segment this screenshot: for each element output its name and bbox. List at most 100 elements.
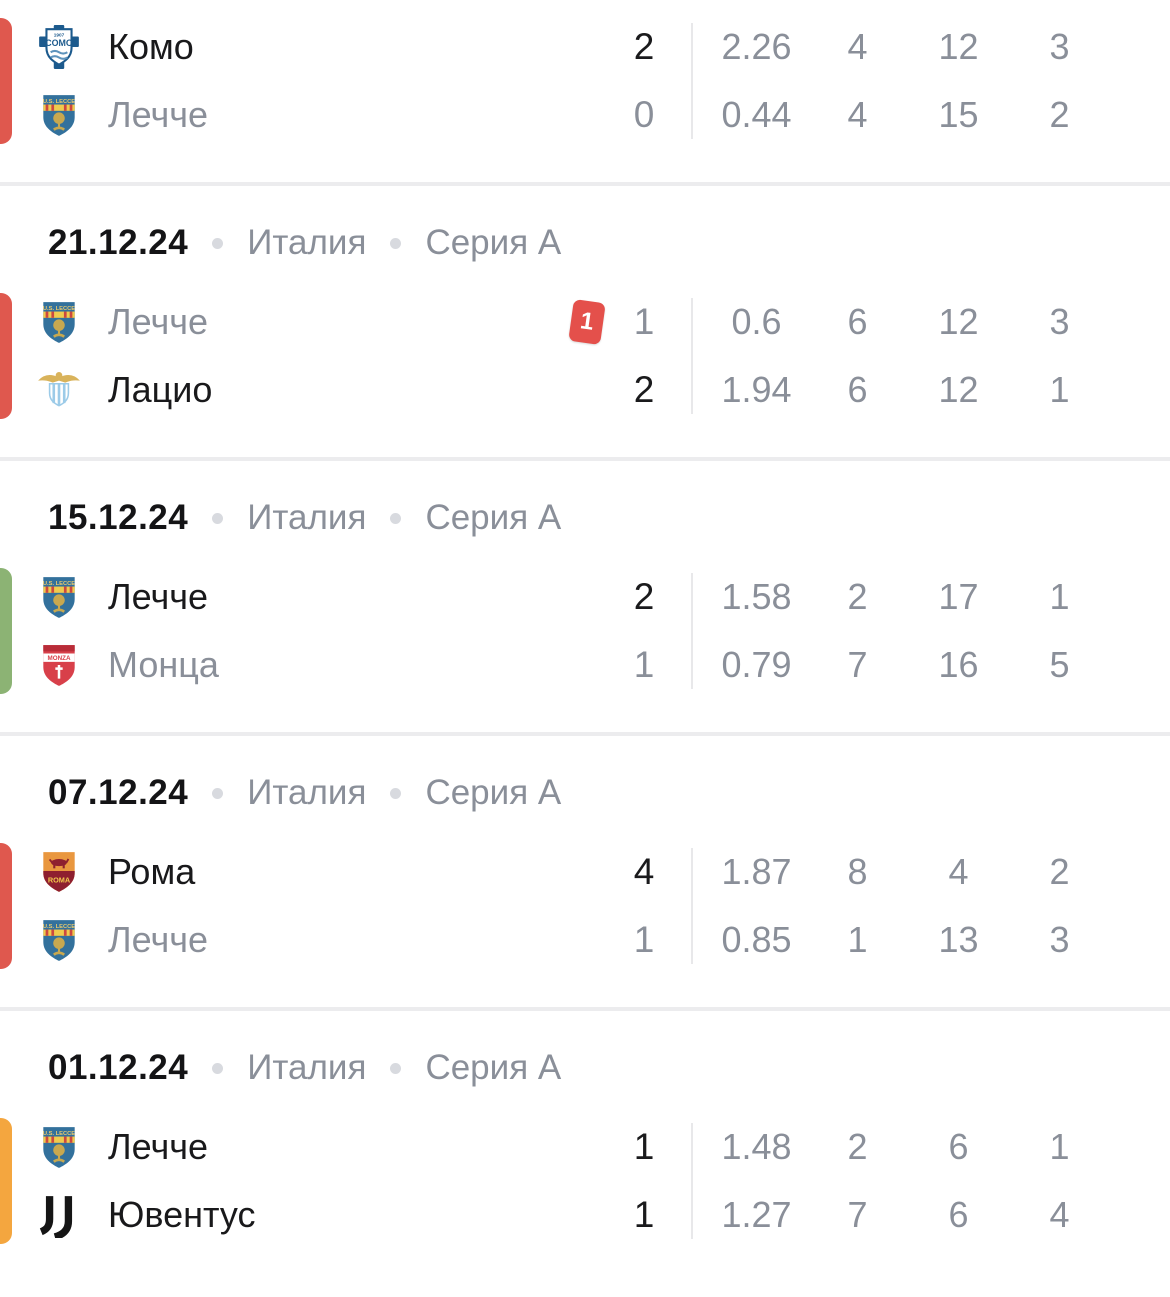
lecce-logo [36,1124,82,1170]
match-league: Серия А [425,773,562,812]
stat-value: 4 [847,94,868,135]
team-row: Лечче 1 0.85 1 13 3 [0,906,1170,974]
section-divider [0,1007,1170,1011]
dot-icon [212,1062,224,1074]
dot-icon [390,512,402,524]
team-name: Лечче [108,919,208,960]
juventus-logo [36,1192,82,1238]
match-date: 01.12.24 [48,1048,189,1087]
team-name: Рома [108,851,196,892]
lecce-logo [36,92,82,138]
team-row: Рома 4 1.87 8 4 2 [0,838,1170,906]
stat-value: 3 [1049,26,1070,67]
stat-value: 12 [938,301,979,342]
match-card[interactable]: Лечче 1 1.48 2 6 1 Ювентус 1 1.27 7 6 [0,1113,1170,1249]
match-country: Италия [247,223,367,262]
red-card-badge: 1 [568,298,606,346]
match-country: Италия [247,773,367,812]
team-score: 2 [633,26,655,67]
section-divider [0,457,1170,461]
match-card[interactable]: Комо 2 2.26 4 12 3 Лечче 0 0.44 4 15 [0,13,1170,149]
team-row: Лечче 2 1.58 2 17 1 [0,563,1170,631]
stat-value: 5 [1049,644,1070,685]
team-score: 1 [633,644,655,685]
match-date: 15.12.24 [48,498,189,537]
stat-value: 4 [847,26,868,67]
stat-value: 15 [938,94,979,135]
score-stats-divider [691,848,693,964]
stat-value: 0.44 [721,94,792,135]
stat-value: 12 [938,369,979,410]
team-stats: 1.58 2 17 1 [706,563,1110,631]
stat-value: 0.85 [721,919,792,960]
result-bar [0,568,12,694]
section-divider [0,182,1170,186]
match-date: 07.12.24 [48,773,189,812]
team-name: Лечче [108,301,208,342]
team-row: Лечче 1 1 0.6 6 12 3 [0,288,1170,356]
team-row: Лечче 1 1.48 2 6 1 [0,1113,1170,1181]
score-stats-divider [691,573,693,689]
team-stats: 1.94 6 12 1 [706,356,1110,424]
match-card[interactable]: Рома 4 1.87 8 4 2 Лечче 1 0.85 1 13 [0,838,1170,974]
score-stats-divider [691,1123,693,1239]
team-name: Монца [108,644,219,685]
match-date-header: 07.12.24 Италия Серия А [0,736,1170,838]
lecce-logo [36,574,82,620]
team-score: 1 [633,919,655,960]
dot-icon [212,512,224,524]
team-row: Комо 2 2.26 4 12 3 [0,13,1170,81]
match-card[interactable]: Лечче 2 1.58 2 17 1 Монца 1 0.79 7 16 [0,563,1170,699]
team-stats: 0.79 7 16 5 [706,631,1110,699]
stat-value: 8 [847,851,868,892]
team-score: 2 [633,576,655,617]
match-country: Италия [247,498,367,537]
match-card[interactable]: Лечче 1 1 0.6 6 12 3 Лацио 2 1.94 6 12 [0,288,1170,424]
team-score: 0 [633,94,655,135]
team-name: Лечче [108,576,208,617]
score-stats-divider [691,298,693,414]
stat-value: 2 [1049,94,1070,135]
match-date: 21.12.24 [48,223,189,262]
match-league: Серия А [425,223,562,262]
result-bar [0,843,12,969]
stat-value: 2 [1049,851,1070,892]
team-stats: 0.44 4 15 2 [706,81,1110,149]
stat-value: 0.79 [721,644,792,685]
team-stats: 1.87 8 4 2 [706,838,1110,906]
stat-value: 6 [847,369,868,410]
team-stats: 0.85 1 13 3 [706,906,1110,974]
match-block: 21.12.24 Италия Серия А Лечче 1 1 0.6 6 … [0,186,1170,457]
team-row: Лацио 2 1.94 6 12 1 [0,356,1170,424]
stat-value: 6 [948,1194,969,1235]
monza-logo [36,642,82,688]
como-logo [36,24,82,70]
team-score: 1 [633,1126,655,1167]
team-score: 1 [633,301,655,342]
team-score: 2 [633,369,655,410]
team-score: 1 [633,1194,655,1235]
team-name: Лечче [108,1126,208,1167]
dot-icon [390,237,402,249]
team-name: Ювентус [108,1194,256,1235]
stat-value: 13 [938,919,979,960]
roma-logo [36,849,82,895]
lazio-logo [36,367,82,413]
team-stats: 0.6 6 12 3 [706,288,1110,356]
lecce-logo [36,299,82,345]
team-score: 4 [633,851,655,892]
stat-value: 12 [938,26,979,67]
stat-value: 4 [948,851,969,892]
team-name: Комо [108,26,194,67]
stat-value: 4 [1049,1194,1070,1235]
stat-value: 2 [847,576,868,617]
team-row: Монца 1 0.79 7 16 5 [0,631,1170,699]
result-bar [0,18,12,144]
stat-value: 1 [1049,576,1070,617]
stat-value: 6 [847,301,868,342]
stat-value: 1 [847,919,868,960]
dot-icon [212,237,224,249]
stat-value: 17 [938,576,979,617]
match-league: Серия А [425,498,562,537]
